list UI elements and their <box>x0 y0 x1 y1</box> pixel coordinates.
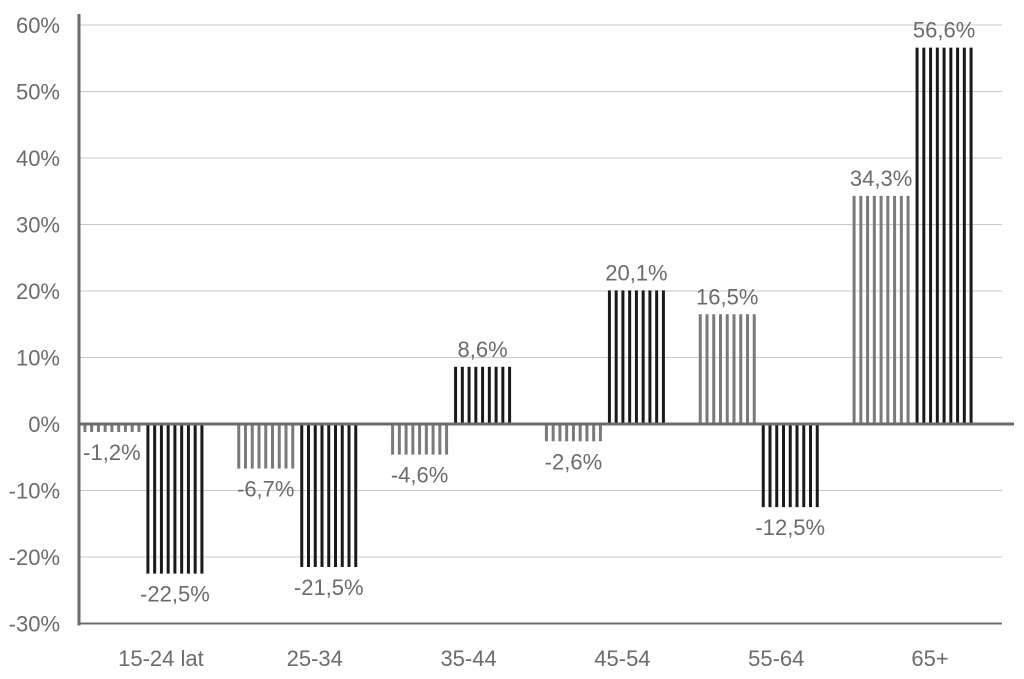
data-label: 56,6% <box>913 18 975 43</box>
data-label: -6,7% <box>237 477 294 502</box>
bar <box>544 424 602 442</box>
bar <box>761 424 819 508</box>
y-tick-label: 50% <box>16 80 60 105</box>
y-tick-label: 0% <box>28 412 60 437</box>
bar <box>391 424 449 455</box>
y-tick-label: 10% <box>16 346 60 371</box>
data-label: -21,5% <box>294 575 364 600</box>
gridlines <box>79 24 1002 624</box>
bar <box>454 366 512 424</box>
data-label: 8,6% <box>458 337 508 362</box>
category-label: 55-64 <box>748 646 804 671</box>
y-tick-label: 20% <box>16 279 60 304</box>
data-labels: -1,2% -22,5% -6,7% -21,5% -4,6% 8,6% -2,6% 20,1… <box>83 18 975 607</box>
data-label: 16,5% <box>696 284 758 309</box>
bar <box>698 314 756 424</box>
data-label: -4,6% <box>391 463 448 488</box>
bar <box>915 47 973 424</box>
y-tick-label: -20% <box>9 545 60 570</box>
category-label: 25-34 <box>287 646 343 671</box>
data-label: -1,2% <box>83 440 140 465</box>
data-label: 34,3% <box>850 166 912 191</box>
y-tick-label: 40% <box>16 146 60 171</box>
category-labels: 15-24 lat 25-34 35-44 45-54 55-64 65+ <box>118 646 949 671</box>
bar <box>852 195 910 424</box>
data-label: -12,5% <box>755 515 825 540</box>
bars <box>83 47 973 574</box>
y-tick-label: -10% <box>9 479 60 504</box>
y-tick-label: -30% <box>9 612 60 637</box>
data-label: -22,5% <box>140 582 210 607</box>
category-label: 65+ <box>911 646 948 671</box>
y-tick-label: 60% <box>16 13 60 38</box>
bar <box>300 424 358 567</box>
category-label: 15-24 lat <box>118 646 204 671</box>
data-label: -2,6% <box>545 449 602 474</box>
bar <box>607 290 665 424</box>
bar <box>146 424 204 574</box>
data-label: 20,1% <box>605 260 667 285</box>
category-label: 35-44 <box>440 646 496 671</box>
axes <box>77 14 1014 626</box>
y-axis-ticks: 60% 50% 40% 30% 20% 10% 0% -10% -20% -30% <box>9 13 60 637</box>
bar <box>237 424 295 469</box>
category-label: 45-54 <box>594 646 650 671</box>
y-tick-label: 30% <box>16 213 60 238</box>
